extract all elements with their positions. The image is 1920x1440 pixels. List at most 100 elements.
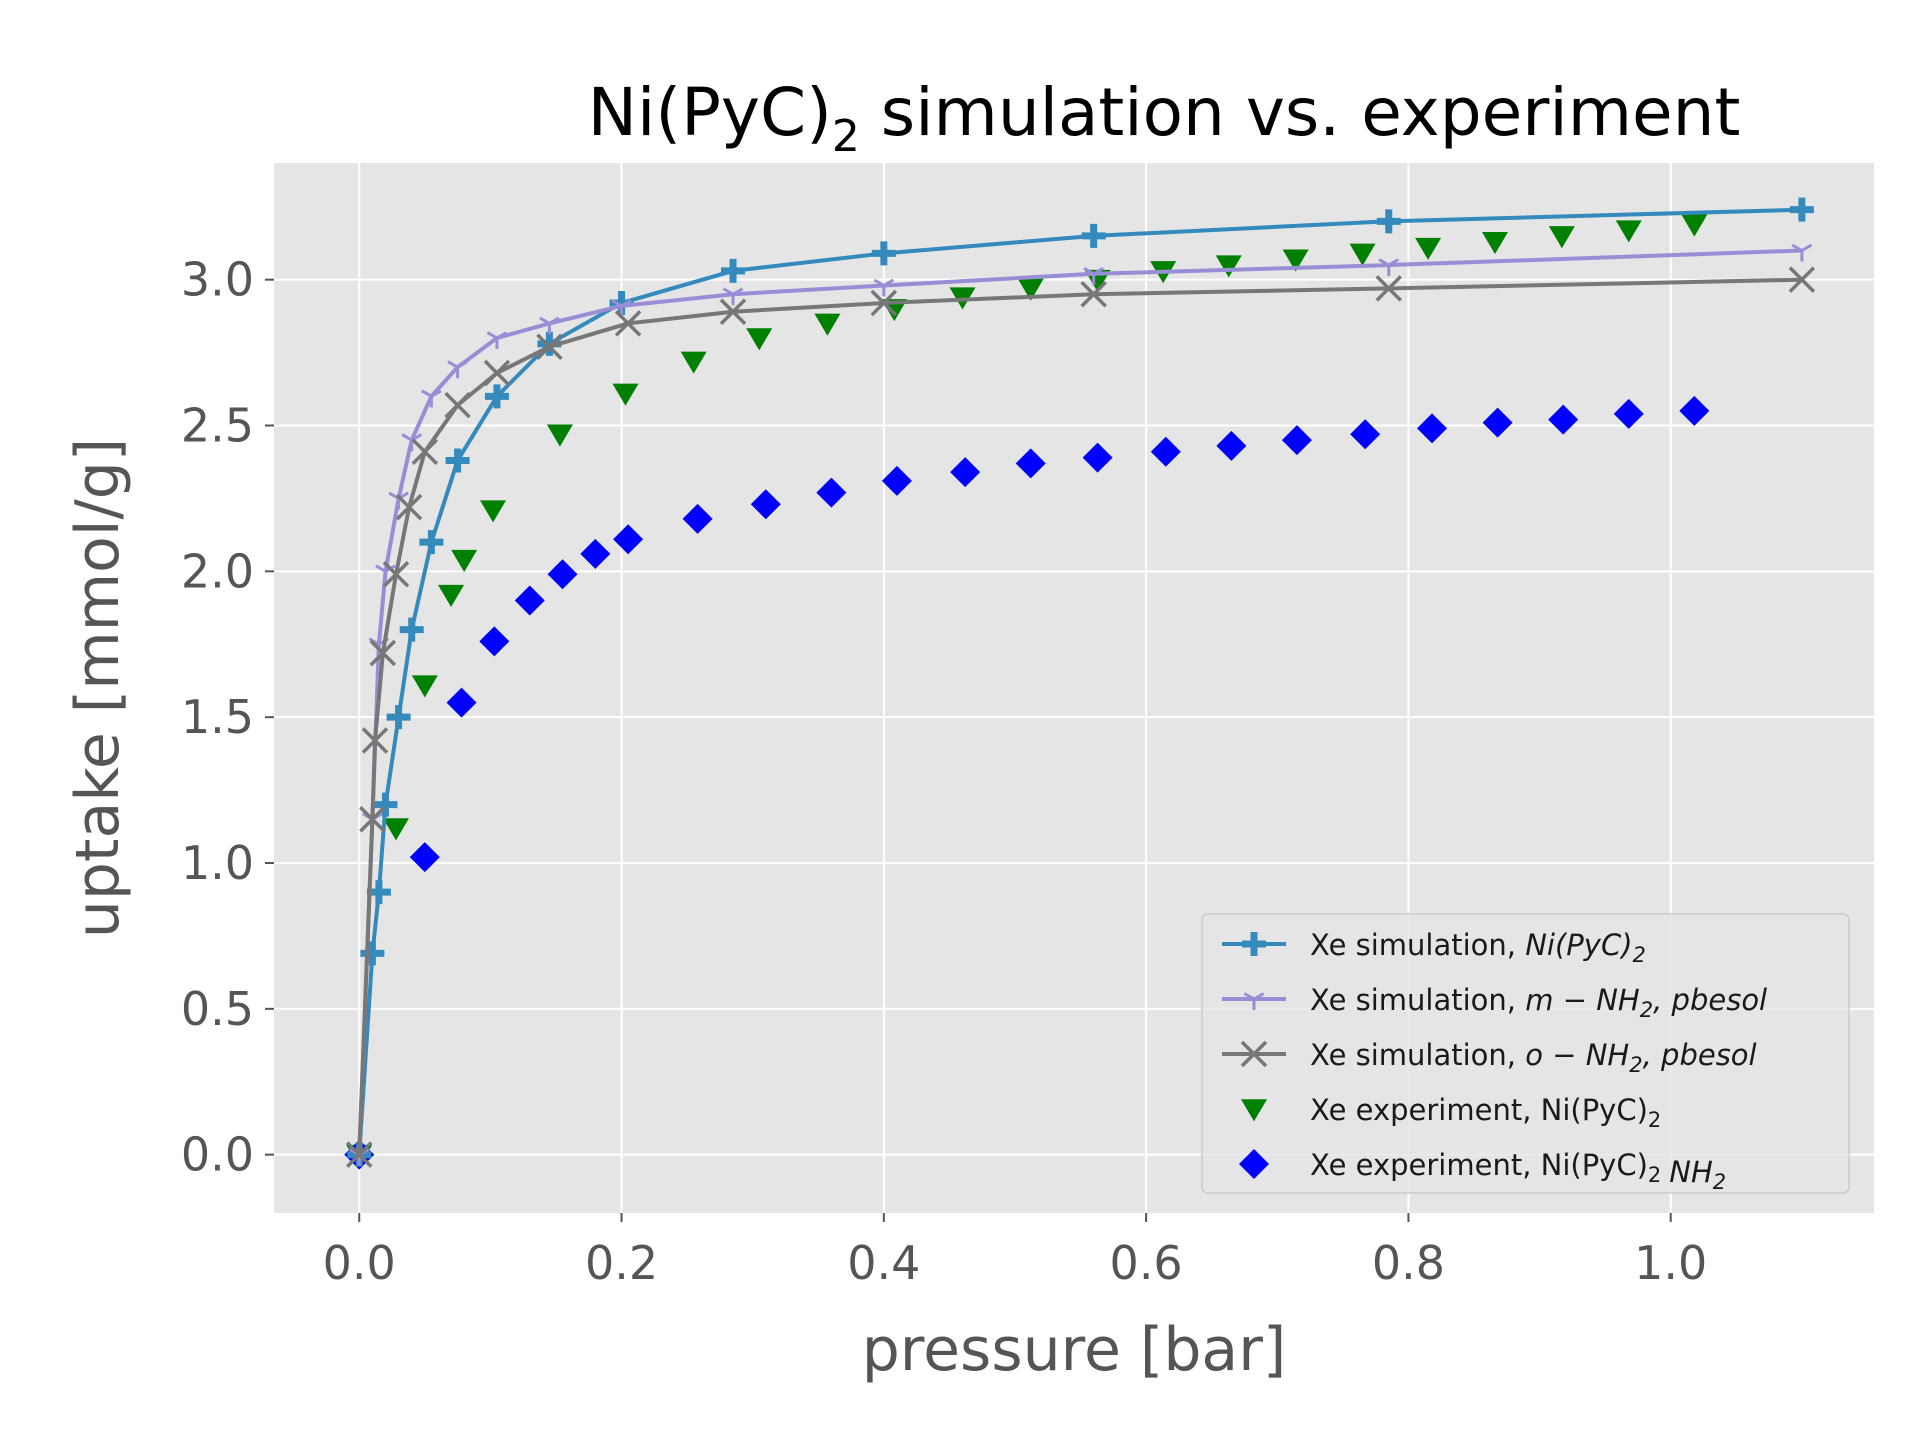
x-tick-label: 0.0: [323, 1236, 396, 1290]
data-point: [409, 842, 440, 873]
data-point: [480, 500, 507, 523]
data-point: [1417, 413, 1448, 444]
y-tick-label: 3.0: [181, 253, 254, 307]
data-point: [1083, 267, 1104, 285]
y-tick-label: 1.0: [181, 836, 254, 890]
data-point: [1281, 425, 1312, 456]
data-point: [547, 559, 578, 590]
data-point: [680, 351, 707, 374]
data-point: [514, 585, 545, 616]
data-point: [1017, 278, 1044, 301]
y-tick-label: 2.0: [181, 544, 254, 598]
legend-marker: [1243, 992, 1265, 1010]
data-point: [1481, 232, 1508, 255]
x-tick-label: 1.0: [1634, 1236, 1707, 1290]
data-point: [411, 438, 439, 465]
data-point: [814, 313, 841, 336]
data-point: [1215, 255, 1242, 278]
legend-label-math: Ni(PyC): [1525, 928, 1632, 962]
legend-marker: [1241, 1099, 1267, 1122]
x-tick-label: 0.6: [1110, 1236, 1183, 1290]
data-point: [411, 675, 438, 698]
legend-label-math: o − NH: [1525, 1038, 1629, 1072]
data-point: [546, 424, 573, 447]
legend-label-suffix: , pbesol: [1653, 983, 1767, 1017]
data-point: [613, 524, 644, 555]
series-2: [346, 266, 1816, 1168]
data-point: [359, 806, 386, 833]
legend-marker: [1240, 1040, 1268, 1068]
legend-box: [1201, 913, 1850, 1194]
data-point: [1788, 266, 1816, 293]
legend-label: Xe simulation, m − NH2, pbesol: [1310, 983, 1767, 1022]
series-0: [347, 197, 1814, 1167]
data-point: [395, 493, 423, 521]
data-point: [1615, 220, 1642, 243]
legend-label-subscript: 2: [1629, 1053, 1642, 1077]
data-point: [1081, 223, 1106, 248]
data-point: [1791, 243, 1813, 262]
legend-item: Xe experiment, Ni(PyC)2: [1241, 1093, 1661, 1132]
data-point: [539, 316, 560, 335]
legend-label-prefix: Xe simulation,: [1310, 983, 1525, 1017]
data-point: [1789, 197, 1814, 222]
data-point: [750, 489, 781, 520]
data-point: [1548, 226, 1575, 249]
data-point: [1082, 442, 1113, 473]
data-point: [1282, 249, 1309, 272]
data-point: [373, 792, 398, 817]
legend-label: Xe experiment, Ni(PyC)2 NH2: [1310, 1148, 1726, 1194]
data-point: [614, 310, 642, 337]
x-tick-label: 0.4: [847, 1236, 920, 1290]
data-point: [1378, 258, 1400, 277]
legend-marker: [1242, 932, 1266, 956]
data-point: [346, 1141, 373, 1168]
y-tick-label: 1.5: [181, 690, 254, 744]
data-point: [451, 549, 478, 573]
data-point: [1349, 243, 1376, 266]
data-point: [361, 727, 389, 754]
x-axis-label: pressure [bar]: [862, 1315, 1287, 1385]
data-series-layer: [344, 197, 1816, 1170]
legend-item: Xe simulation, m − NH2, pbesol: [1222, 983, 1767, 1022]
legend-item: Xe simulation, o − NH2, pbesol: [1222, 1038, 1757, 1077]
data-point: [401, 433, 423, 452]
legend-label-math: m − NH: [1525, 983, 1640, 1017]
data-point: [746, 328, 773, 351]
data-point: [1679, 395, 1710, 426]
data-point: [1415, 237, 1442, 260]
data-point: [536, 333, 563, 360]
data-point: [1482, 407, 1513, 438]
data-point: [873, 278, 895, 297]
legend-label-extra: NH: [1669, 1155, 1713, 1189]
data-point: [721, 258, 746, 283]
data-point: [881, 465, 912, 496]
data-point: [444, 391, 471, 419]
legend-label-extra-subscript: 2: [1713, 1170, 1726, 1194]
legend-label-prefix: Xe simulation,: [1310, 928, 1525, 962]
series-line: [357, 248, 1802, 1155]
data-point: [1350, 419, 1381, 450]
data-point: [446, 687, 477, 718]
legend-item: Xe experiment, Ni(PyC)2 NH2: [1239, 1148, 1726, 1194]
data-point: [486, 331, 508, 349]
data-point: [612, 383, 639, 406]
data-point: [1150, 436, 1181, 467]
legend-label-prefix: Xe simulation,: [1310, 1038, 1525, 1072]
data-point: [871, 241, 896, 266]
x-tick-label: 0.2: [585, 1236, 658, 1290]
data-point: [369, 639, 397, 667]
legend-label: Xe experiment, Ni(PyC)2: [1310, 1093, 1661, 1132]
y-axis-label: uptake [mmol/g]: [63, 438, 133, 938]
y-tick-label: 0.5: [181, 982, 254, 1036]
data-point: [1613, 398, 1644, 429]
legend-label-subscript: 2: [1640, 998, 1653, 1022]
data-point: [438, 584, 465, 608]
data-point: [1080, 281, 1107, 308]
data-point: [870, 289, 898, 317]
data-point: [950, 457, 981, 488]
data-point: [1376, 209, 1401, 234]
data-point: [580, 538, 611, 569]
